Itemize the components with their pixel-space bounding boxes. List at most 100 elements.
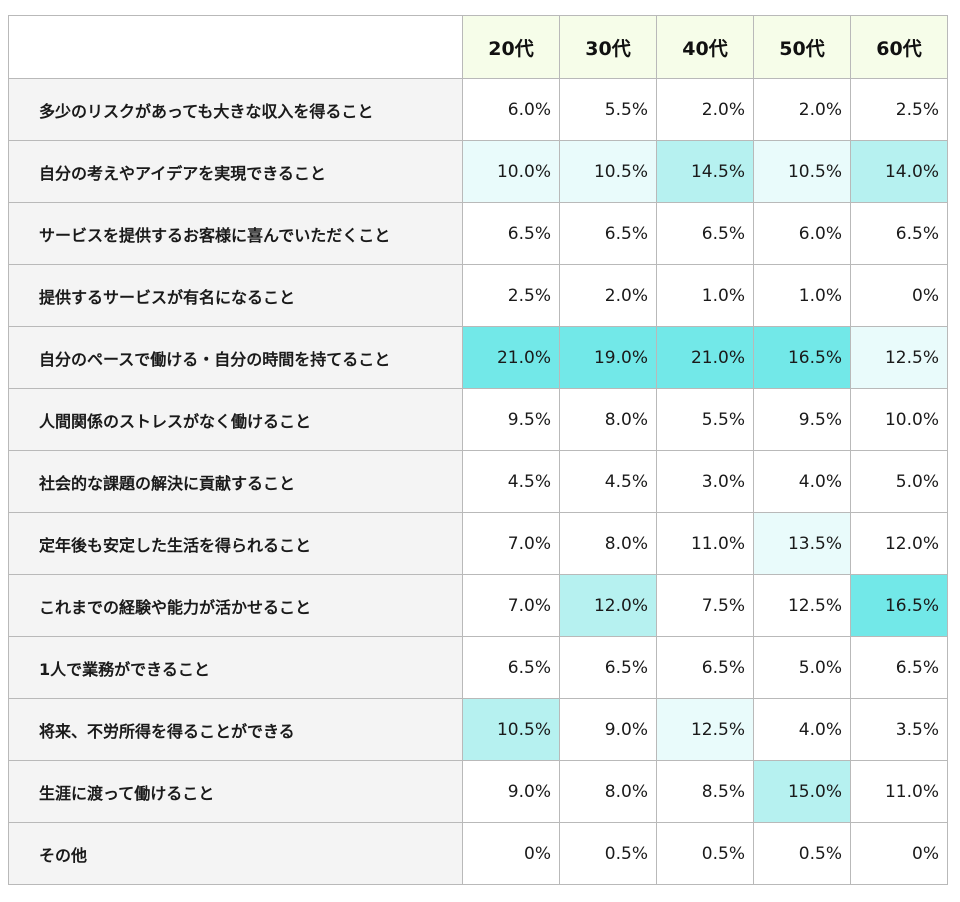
value-cell: 19.0% (559, 326, 657, 389)
table-row: 提供するサービスが有名になること 2.5% 2.0% 1.0% 1.0% 0% (8, 264, 948, 327)
value-cell: 6.5% (462, 202, 560, 265)
value-cell: 11.0% (656, 512, 754, 575)
value-cell: 5.5% (656, 388, 754, 451)
value-cell: 14.0% (850, 140, 948, 203)
value-cell: 12.5% (850, 326, 948, 389)
row-label: 多少のリスクがあっても大きな収入を得ること (8, 78, 463, 141)
value-cell: 6.0% (753, 202, 851, 265)
value-cell: 10.5% (753, 140, 851, 203)
row-label: 提供するサービスが有名になること (8, 264, 463, 327)
row-label: その他 (8, 822, 463, 885)
value-cell: 21.0% (462, 326, 560, 389)
value-cell: 3.5% (850, 698, 948, 761)
value-cell: 16.5% (753, 326, 851, 389)
value-cell: 10.5% (462, 698, 560, 761)
row-label: 定年後も安定した生活を得られること (8, 512, 463, 575)
value-cell: 6.5% (559, 636, 657, 699)
survey-table: 20代 30代 40代 50代 60代 多少のリスクがあっても大きな収入を得るこ… (8, 15, 948, 885)
value-cell: 2.0% (656, 78, 754, 141)
value-cell: 12.5% (753, 574, 851, 637)
value-cell: 2.0% (559, 264, 657, 327)
row-label: 1人で業務ができること (8, 636, 463, 699)
value-cell: 6.5% (850, 202, 948, 265)
value-cell: 10.0% (462, 140, 560, 203)
value-cell: 13.5% (753, 512, 851, 575)
value-cell: 8.0% (559, 760, 657, 823)
value-cell: 21.0% (656, 326, 754, 389)
value-cell: 12.0% (850, 512, 948, 575)
table-row: 生涯に渡って働けること 9.0% 8.0% 8.5% 15.0% 11.0% (8, 760, 948, 823)
row-label: 社会的な課題の解決に貢献すること (8, 450, 463, 513)
value-cell: 12.0% (559, 574, 657, 637)
value-cell: 8.5% (656, 760, 754, 823)
value-cell: 0.5% (753, 822, 851, 885)
value-cell: 6.5% (462, 636, 560, 699)
table-row: 1人で業務ができること 6.5% 6.5% 6.5% 5.0% 6.5% (8, 636, 948, 699)
table-row: その他 0% 0.5% 0.5% 0.5% 0% (8, 822, 948, 885)
value-cell: 0% (462, 822, 560, 885)
value-cell: 9.5% (753, 388, 851, 451)
value-cell: 1.0% (753, 264, 851, 327)
value-cell: 7.0% (462, 574, 560, 637)
value-cell: 9.0% (462, 760, 560, 823)
row-label: 自分の考えやアイデアを実現できること (8, 140, 463, 203)
column-header-60s: 60代 (850, 15, 948, 79)
value-cell: 5.5% (559, 78, 657, 141)
value-cell: 4.5% (462, 450, 560, 513)
value-cell: 6.5% (850, 636, 948, 699)
value-cell: 9.0% (559, 698, 657, 761)
table-body: 多少のリスクがあっても大きな収入を得ること 6.0% 5.5% 2.0% 2.0% 2.5… (8, 78, 948, 885)
table-row: 自分の考えやアイデアを実現できること 10.0% 10.5% 14.5% 10.5% 14… (8, 140, 948, 203)
value-cell: 7.0% (462, 512, 560, 575)
value-cell: 7.5% (656, 574, 754, 637)
value-cell: 6.5% (656, 636, 754, 699)
row-label: 生涯に渡って働けること (8, 760, 463, 823)
table-row: これまでの経験や能力が活かせること 7.0% 12.0% 7.5% 12.5% 16.5% (8, 574, 948, 637)
table-row: 将来、不労所得を得ることができる 10.5% 9.0% 12.5% 4.0% 3.5% (8, 698, 948, 761)
value-cell: 11.0% (850, 760, 948, 823)
value-cell: 12.5% (656, 698, 754, 761)
value-cell: 8.0% (559, 388, 657, 451)
row-label: これまでの経験や能力が活かせること (8, 574, 463, 637)
value-cell: 4.0% (753, 698, 851, 761)
value-cell: 8.0% (559, 512, 657, 575)
value-cell: 10.5% (559, 140, 657, 203)
value-cell: 14.5% (656, 140, 754, 203)
corner-cell (8, 15, 463, 79)
row-label: 将来、不労所得を得ることができる (8, 698, 463, 761)
table-row: 自分のペースで働ける・自分の時間を持てること 21.0% 19.0% 21.0% 16.… (8, 326, 948, 389)
value-cell: 6.5% (559, 202, 657, 265)
table-row: 社会的な課題の解決に貢献すること 4.5% 4.5% 3.0% 4.0% 5.0% (8, 450, 948, 513)
value-cell: 16.5% (850, 574, 948, 637)
table-row: 人間関係のストレスがなく働けること 9.5% 8.0% 5.5% 9.5% 10.0% (8, 388, 948, 451)
value-cell: 6.0% (462, 78, 560, 141)
value-cell: 0.5% (559, 822, 657, 885)
column-header-50s: 50代 (753, 15, 851, 79)
survey-table-container: 20代 30代 40代 50代 60代 多少のリスクがあっても大きな収入を得るこ… (8, 15, 948, 885)
column-header-20s: 20代 (462, 15, 560, 79)
value-cell: 4.5% (559, 450, 657, 513)
header-row: 20代 30代 40代 50代 60代 (8, 15, 948, 79)
column-header-30s: 30代 (559, 15, 657, 79)
value-cell: 5.0% (850, 450, 948, 513)
value-cell: 2.5% (850, 78, 948, 141)
value-cell: 3.0% (656, 450, 754, 513)
value-cell: 2.5% (462, 264, 560, 327)
value-cell: 9.5% (462, 388, 560, 451)
value-cell: 6.5% (656, 202, 754, 265)
value-cell: 0% (850, 822, 948, 885)
value-cell: 4.0% (753, 450, 851, 513)
row-label: サービスを提供するお客様に喜んでいただくこと (8, 202, 463, 265)
value-cell: 5.0% (753, 636, 851, 699)
value-cell: 10.0% (850, 388, 948, 451)
value-cell: 0% (850, 264, 948, 327)
table-row: 定年後も安定した生活を得られること 7.0% 8.0% 11.0% 13.5% 12.0% (8, 512, 948, 575)
row-label: 人間関係のストレスがなく働けること (8, 388, 463, 451)
table-row: サービスを提供するお客様に喜んでいただくこと 6.5% 6.5% 6.5% 6.0% 6.… (8, 202, 948, 265)
row-label: 自分のペースで働ける・自分の時間を持てること (8, 326, 463, 389)
value-cell: 2.0% (753, 78, 851, 141)
value-cell: 1.0% (656, 264, 754, 327)
column-header-40s: 40代 (656, 15, 754, 79)
table-row: 多少のリスクがあっても大きな収入を得ること 6.0% 5.5% 2.0% 2.0% 2.5… (8, 78, 948, 141)
value-cell: 15.0% (753, 760, 851, 823)
